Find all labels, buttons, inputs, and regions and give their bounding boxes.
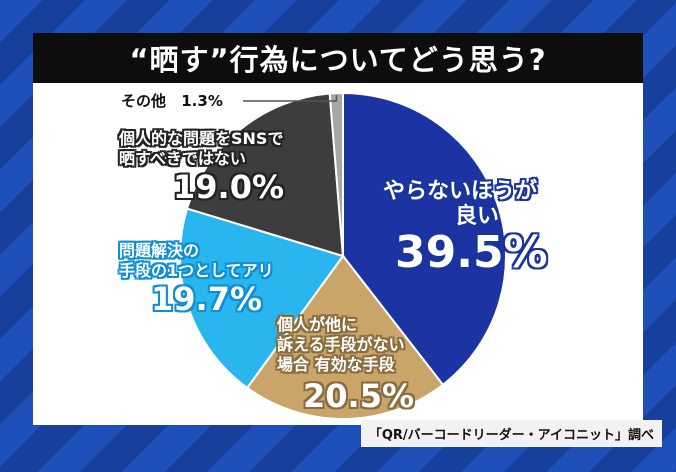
slice-label-yuukou: 個人が他に 訴える手段がない 場合 有効な手段: [277, 315, 405, 375]
slice-label-ari: 問題解決の 手段の1つとしてアリ: [119, 241, 274, 281]
slice-value-sarasubeki: 19.0%: [173, 168, 285, 206]
slice-label-line: 場合 有効な手段: [277, 355, 395, 374]
slice-label-sonota: その他 1.3%: [121, 92, 223, 110]
pie-chart: [179, 91, 507, 420]
slice-label-yaranai: やらないほうが 良い: [383, 179, 537, 229]
slice-label-line: 訴える手段がない: [277, 335, 405, 354]
title-bar: “晒す”行為についてどう思う?: [33, 33, 643, 83]
pie-slice: [179, 207, 345, 390]
slice-value-yaranai: 39.5%: [395, 227, 548, 278]
slice-label-line: やらないほうが: [383, 179, 538, 204]
leader-line: [243, 95, 338, 102]
chart-panel: やらないほうが 良い 39.5% 個人が他に 訴える手段がない 場合 有効な手段…: [33, 83, 643, 425]
slice-value-yuukou: 20.5%: [303, 377, 415, 415]
slice-label-line: 良い: [455, 204, 500, 229]
slice-value-sonota: 1.3%: [181, 92, 223, 110]
source-note: 「QR/バーコードリーダー・アイコニット」調べ: [360, 420, 662, 447]
slice-label-line: 個人が他に: [277, 315, 358, 334]
chart-title: “晒す”行為についてどう思う?: [129, 43, 547, 77]
slice-value-ari: 19.7%: [151, 280, 263, 318]
pie-slice: [185, 92, 345, 258]
pie-slice: [245, 254, 445, 420]
slice-label-line: 個人的な問題をSNSで: [119, 129, 284, 148]
pie-slice: [328, 91, 344, 257]
slice-label-sarasubeki: 個人的な問題をSNSで 晒すべきではない: [119, 129, 283, 169]
slice-label-line: 手段の1つとしてアリ: [119, 261, 274, 280]
slice-label-line: その他: [121, 92, 167, 110]
pie-slice: [342, 91, 507, 387]
slice-label-line: 問題解決の: [119, 241, 200, 260]
slice-label-line: 晒すべきではない: [119, 149, 246, 168]
